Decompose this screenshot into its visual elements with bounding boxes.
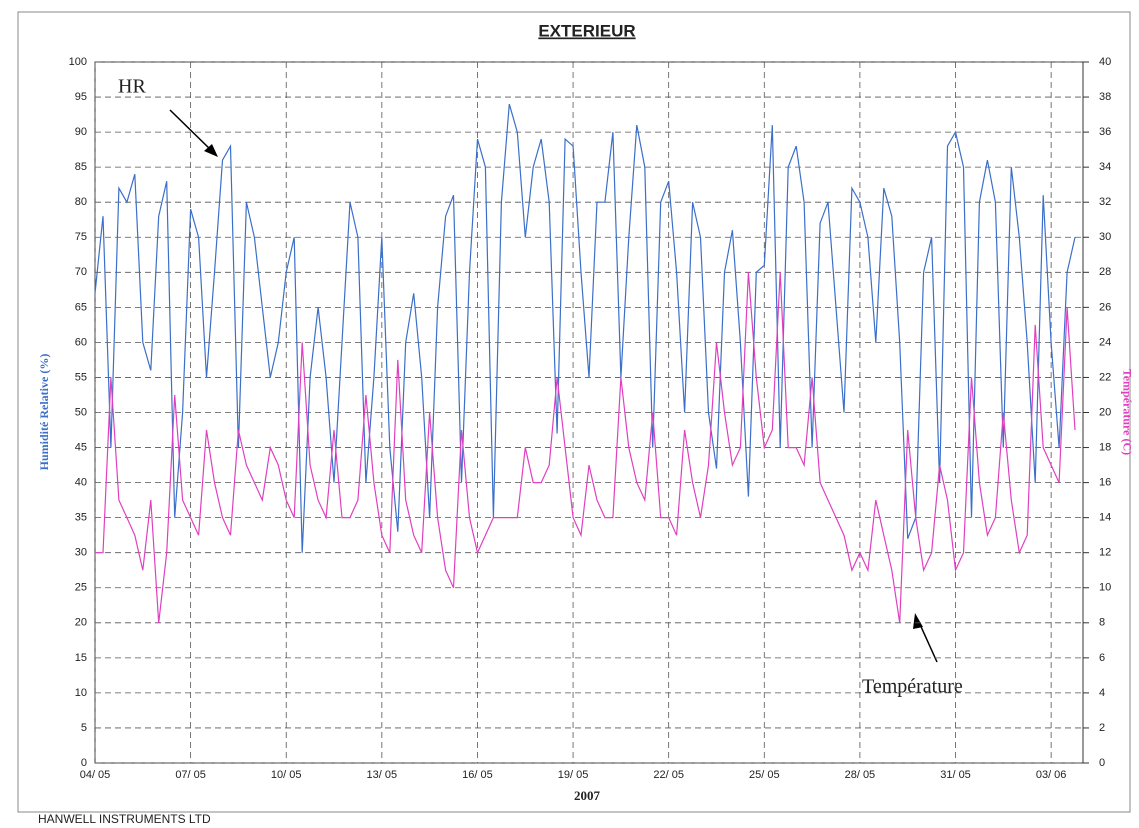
y2-tick-label: 24	[1099, 336, 1111, 348]
y2-tick-label: 28	[1099, 266, 1111, 278]
footer: HANWELL INSTRUMENTS LTD	[38, 812, 211, 826]
x-tick-label: 04/ 05	[80, 769, 111, 781]
y-tick-label: 90	[75, 126, 87, 138]
y2-tick-label: 2	[1099, 722, 1105, 734]
x-tick-label: 07/ 05	[175, 769, 206, 781]
y-axis-label: Humidité Relative (%)	[37, 354, 51, 471]
y-tick-label: 75	[75, 231, 87, 243]
y-tick-label: 85	[75, 161, 87, 173]
x-axis-label: 2007	[574, 788, 601, 803]
y2-tick-label: 14	[1099, 512, 1111, 524]
y2-tick-label: 4	[1099, 687, 1105, 699]
y2-tick-label: 22	[1099, 371, 1111, 383]
annotation-arrow	[169, 109, 215, 154]
y-tick-label: 50	[75, 406, 87, 418]
x-tick-label: 28/ 05	[845, 769, 876, 781]
x-tick-label: 31/ 05	[940, 769, 971, 781]
data-line	[94, 103, 1076, 553]
y2-tick-label: 20	[1099, 406, 1111, 418]
y-tick-label: 15	[75, 652, 87, 664]
data-line	[95, 272, 1076, 623]
y-tick-label: 80	[75, 196, 87, 208]
y2-tick-label: 16	[1099, 477, 1111, 489]
annotation-arrowhead	[913, 613, 923, 629]
y2-tick-label: 12	[1099, 547, 1111, 559]
y-tick-label: 40	[75, 477, 87, 489]
x-tick-label: 10/ 05	[271, 769, 302, 781]
y-tick-label: 30	[75, 547, 87, 559]
y2-tick-label: 34	[1099, 161, 1111, 173]
y2-tick-label: 40	[1099, 56, 1111, 68]
y2-tick-label: 32	[1099, 196, 1111, 208]
y-tick-label: 45	[75, 441, 87, 453]
y-tick-label: 60	[75, 336, 87, 348]
y-tick-label: 70	[75, 266, 87, 278]
y-tick-label: 55	[75, 371, 87, 383]
y2-tick-label: 30	[1099, 231, 1111, 243]
y-tick-label: 65	[75, 301, 87, 313]
y2-tick-label: 38	[1099, 91, 1111, 103]
y2-tick-label: 26	[1099, 301, 1111, 313]
y2-tick-label: 10	[1099, 582, 1111, 594]
y-tick-label: 25	[75, 582, 87, 594]
y-tick-label: 10	[75, 687, 87, 699]
x-tick-label: 19/ 05	[558, 769, 589, 781]
y2-tick-label: 0	[1099, 757, 1105, 769]
y-tick-label: 35	[75, 512, 87, 524]
chart-title: EXTERIEUR	[538, 21, 635, 40]
y-tick-label: 20	[75, 617, 87, 629]
y2-tick-label: 36	[1099, 126, 1111, 138]
annotation: HR	[118, 76, 146, 98]
x-tick-label: 16/ 05	[462, 769, 493, 781]
y-tick-label: 5	[81, 722, 87, 734]
y2-tick-label: 6	[1099, 652, 1105, 664]
y2-tick-label: 18	[1099, 441, 1111, 453]
x-tick-label: 13/ 05	[367, 769, 398, 781]
y-tick-label: 0	[81, 757, 87, 769]
annotation: Température	[862, 676, 963, 698]
x-tick-label: 03/ 06	[1036, 769, 1067, 781]
y2-tick-label: 8	[1099, 617, 1105, 629]
frame	[17, 11, 1131, 813]
y-tick-label: 95	[75, 91, 87, 103]
y-tick-label: 100	[69, 56, 87, 68]
x-tick-label: 22/ 05	[653, 769, 684, 781]
x-tick-label: 25/ 05	[749, 769, 780, 781]
y2-axis-label: Température (C)	[1120, 369, 1134, 455]
annotation-arrowhead	[204, 144, 218, 157]
